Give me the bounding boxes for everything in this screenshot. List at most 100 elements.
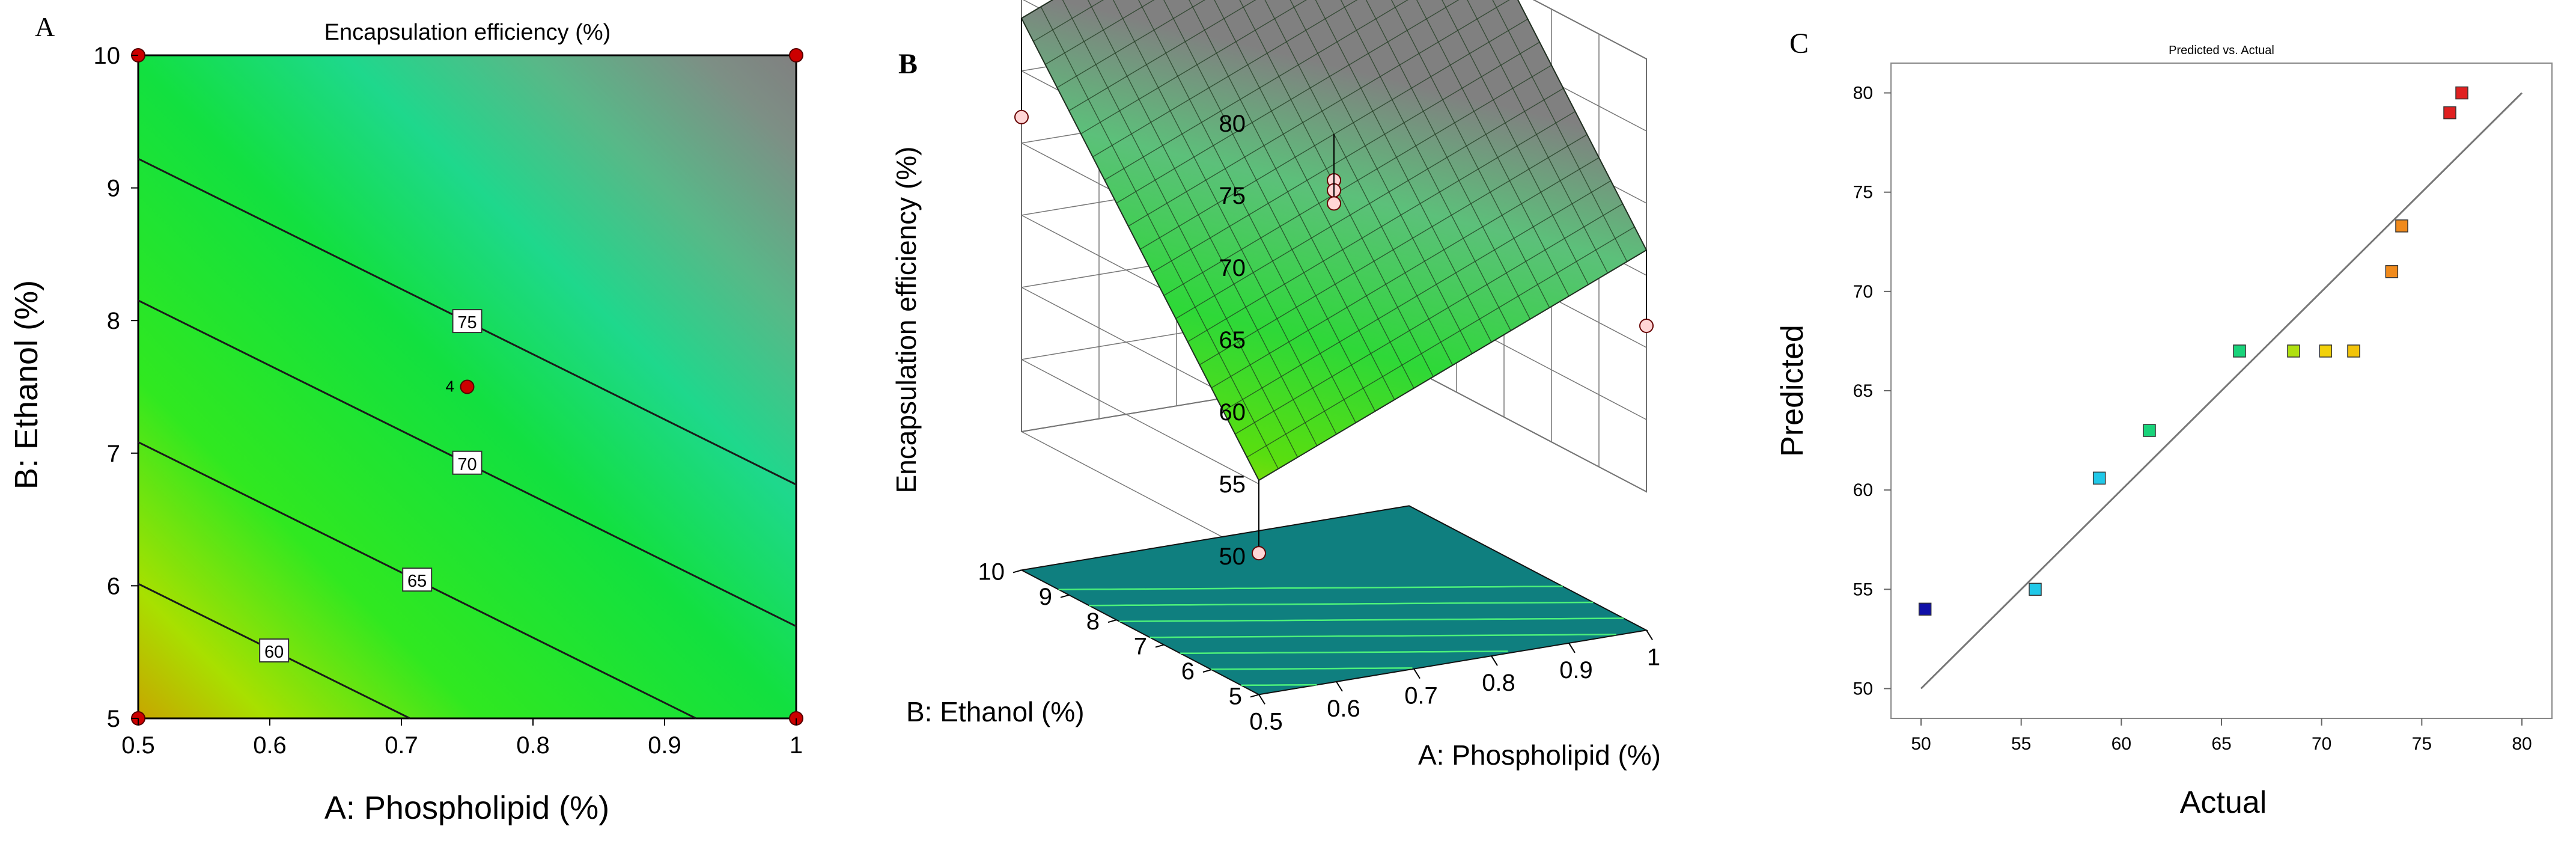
contour-label-box-65 xyxy=(402,567,433,592)
scatter-y-tick-label: 55 xyxy=(1853,580,1873,599)
surface-y-tick-mark xyxy=(1250,694,1259,698)
contour-design-point xyxy=(460,379,475,394)
scatter-y-tick-label: 50 xyxy=(1853,679,1873,699)
surface-z-axis-label: Encapsulation efficiency (%) xyxy=(891,147,922,494)
surface-mesh-line-a xyxy=(1416,0,1570,296)
scatter-y-tick-label: 70 xyxy=(1853,282,1873,302)
surface-x-tick-mark xyxy=(1413,668,1420,679)
contour-x-tick-label: 0.7 xyxy=(385,732,418,759)
contour-y-axis-label: B: Ethanol (%) xyxy=(8,280,44,489)
contour-label-70: 70 xyxy=(457,455,477,474)
scatter-y-axis-label: Predicted xyxy=(1775,325,1810,457)
surface-y-tick-label: 9 xyxy=(1039,584,1052,610)
contour-x-tick-label: 0.8 xyxy=(516,732,550,759)
scatter-point xyxy=(2143,424,2156,437)
surface-ticks: 50 55 60 65 70 75 80 0.5 0.6 0.7 0.8 0.9 1 5 6 7 8 9 10 xyxy=(978,111,1661,735)
response-surface-mesh xyxy=(1020,0,1648,482)
surface-x-axis-label: A: Phospholipid (%) xyxy=(1418,739,1661,771)
floor-plane xyxy=(1019,505,1649,696)
surface-mesh-line-b xyxy=(1068,0,1256,111)
surface-x-tick-mark xyxy=(1646,629,1653,640)
surface-y-tick-mark xyxy=(1202,669,1212,673)
scatter-y-tick-label: 65 xyxy=(1853,381,1873,401)
contour-x-tick-label: 0.6 xyxy=(253,732,287,759)
surface-z-tick-label: 60 xyxy=(1219,399,1246,426)
surface-z-tick-label: 65 xyxy=(1219,327,1246,353)
contour-design-point xyxy=(789,48,803,63)
scatter-y-tick-label: 75 xyxy=(1853,183,1873,203)
surface-x-tick-mark xyxy=(1568,643,1576,653)
surface-y-tick-label: 10 xyxy=(978,558,1005,585)
surface-floor-projection xyxy=(1019,505,1649,696)
surface-design-points xyxy=(1014,18,1654,561)
floor-contour-line xyxy=(1149,634,1616,638)
scatter-point xyxy=(2455,86,2468,100)
contour-label-60: 60 xyxy=(264,643,284,662)
scatter-points xyxy=(1918,86,2468,616)
surface-x-tick-mark xyxy=(1491,655,1498,666)
contour-y-tick-label: 9 xyxy=(107,176,120,202)
surface-z-tick-label: 80 xyxy=(1219,111,1246,137)
surface-mesh-line-b xyxy=(1080,0,1307,135)
surface-design-point xyxy=(1327,196,1341,211)
scatter-point xyxy=(2385,265,2399,278)
contour-label-box-75 xyxy=(452,309,483,334)
scatter-y-tick-label: 80 xyxy=(1853,84,1873,103)
surface-mesh-line-b xyxy=(1128,0,1510,227)
surface-z-tick-label: 75 xyxy=(1219,183,1246,209)
contour-label-box-60 xyxy=(259,638,290,663)
surface-mesh-line-a xyxy=(1442,0,1589,285)
surface-design-point xyxy=(1252,546,1266,561)
contour-y-tick-label: 7 xyxy=(107,441,120,467)
scatter-point xyxy=(2395,219,2408,233)
surface-y-tick-mark xyxy=(1107,619,1117,623)
surface-x-tick-label: 0.5 xyxy=(1249,708,1283,735)
contour-y-tick-label: 10 xyxy=(94,43,121,69)
surface-y-tick-label: 6 xyxy=(1181,658,1195,685)
contour-x-tick-label: 0.9 xyxy=(648,732,681,759)
contour-y-tick-label: 5 xyxy=(107,706,120,732)
scatter-x-tick-label: 80 xyxy=(2512,734,2532,754)
surface-y-axis-label: B: Ethanol (%) xyxy=(906,696,1085,727)
panel-b-letter: B xyxy=(898,48,918,80)
design-point-replicate-count: 4 xyxy=(446,378,454,396)
scatter-x-axis-label: Actual xyxy=(2180,785,2267,820)
surface-mesh-line-a xyxy=(1290,0,1473,354)
contour-x-tick-label: 1 xyxy=(790,732,803,759)
surface-y-tick-label: 8 xyxy=(1086,608,1100,635)
contour-y-tick-label: 8 xyxy=(107,308,120,334)
surface-mesh-line-a xyxy=(1390,0,1550,308)
wall-grid-left xyxy=(1021,359,1259,485)
panel-a-letter: A xyxy=(35,11,55,42)
contour-title: Encapsulation efficiency (%) xyxy=(324,20,611,45)
surface-y-tick-mark xyxy=(1155,644,1165,648)
surface-mesh-line-b xyxy=(1045,0,1155,65)
floor-contour-line xyxy=(1089,601,1594,607)
scatter-x-tick-label: 75 xyxy=(2412,734,2432,754)
surface-mesh-line-a xyxy=(1492,0,1628,262)
scatter-x-tick-label: 60 xyxy=(2112,734,2131,754)
surface-design-point xyxy=(1014,109,1029,124)
surface-y-tick-mark xyxy=(1012,569,1022,573)
contour-labels: 60 65 70 75 xyxy=(259,309,483,663)
contour-y-ticks: 5 6 7 8 9 10 xyxy=(94,43,138,732)
surface-mesh-line-b xyxy=(1104,0,1408,181)
scatter-point xyxy=(2092,471,2106,485)
floor-contour-line xyxy=(1210,667,1413,670)
scatter-x-tick-label: 70 xyxy=(2312,734,2331,754)
scatter-x-tick-label: 55 xyxy=(2011,734,2031,754)
surface-x-tick-mark xyxy=(1336,681,1343,692)
surface-design-point xyxy=(1639,319,1654,333)
surface-z-tick-label: 50 xyxy=(1219,543,1246,570)
surface-z-tick-label: 70 xyxy=(1219,255,1246,281)
contour-y-tick-label: 6 xyxy=(107,573,120,599)
scatter-x-tick-label: 65 xyxy=(2211,734,2231,754)
surface-mesh-line-a xyxy=(1315,0,1492,343)
reference-line xyxy=(1920,92,2523,690)
surface-mesh-line-a xyxy=(1517,0,1647,251)
contour-x-tick-label: 0.5 xyxy=(121,732,155,759)
scatter-title: Predicted vs. Actual xyxy=(2169,44,2274,57)
surface-x-tick-label: 0.8 xyxy=(1482,670,1515,696)
wall-grid-z xyxy=(1533,0,1647,60)
contour-x-ticks: 0.5 0.6 0.7 0.8 0.9 1 xyxy=(121,718,803,759)
